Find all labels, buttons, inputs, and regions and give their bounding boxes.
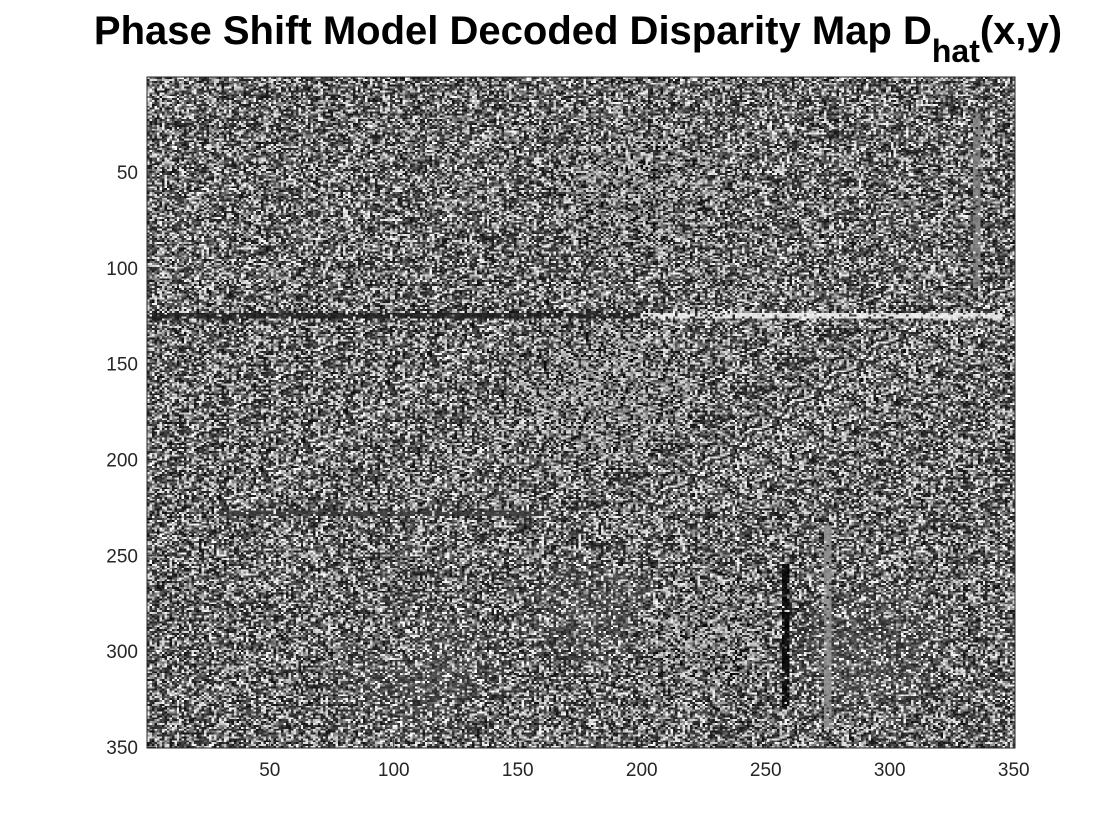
plot-area xyxy=(146,76,1016,749)
chart-title-main: Phase Shift Model Decoded Disparity Map … xyxy=(94,9,932,53)
y-axis: 50 100 150 200 250 300 350 xyxy=(106,163,156,759)
y-tick-label: 150 xyxy=(106,355,138,376)
y-tick-label: 100 xyxy=(106,259,138,280)
plot-frame xyxy=(146,76,1016,749)
x-tick-label: 350 xyxy=(998,760,1030,781)
x-axis: 50 100 150 200 250 300 350 xyxy=(259,739,1030,781)
chart-title-subscript: hat xyxy=(932,33,980,69)
x-tick-label: 100 xyxy=(378,760,410,781)
x-tick-label: 250 xyxy=(750,760,782,781)
chart-title: Phase Shift Model Decoded Disparity Map … xyxy=(94,9,1062,69)
y-tick-label: 250 xyxy=(106,546,138,567)
x-tick-label: 150 xyxy=(502,760,534,781)
x-tick-label: 300 xyxy=(874,760,906,781)
y-tick-label: 350 xyxy=(106,738,138,759)
x-tick-label: 50 xyxy=(259,760,280,781)
chart-title-suffix: (x,y) xyxy=(980,9,1062,53)
y-tick-label: 200 xyxy=(106,450,138,471)
heatmap-image xyxy=(147,77,1015,748)
x-tick-label: 200 xyxy=(626,760,658,781)
y-tick-label: 50 xyxy=(117,163,138,184)
y-tick-label: 300 xyxy=(106,642,138,663)
